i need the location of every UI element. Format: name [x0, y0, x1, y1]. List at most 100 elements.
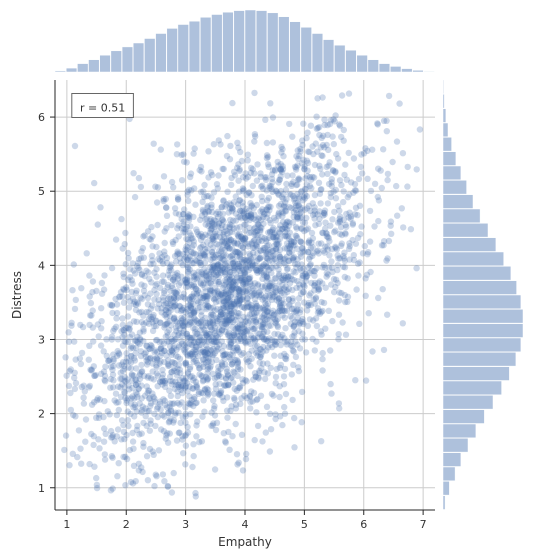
- scatter-point: [258, 263, 264, 269]
- scatter-point: [118, 216, 124, 222]
- scatter-point: [232, 265, 238, 271]
- scatter-point: [367, 208, 373, 214]
- scatter-point: [317, 166, 323, 172]
- scatter-point: [171, 470, 177, 476]
- scatter-point: [261, 211, 267, 217]
- scatter-point: [253, 319, 259, 325]
- scatter-point: [173, 290, 179, 296]
- scatter-point: [181, 226, 187, 232]
- scatter-point: [300, 245, 306, 251]
- scatter-point: [250, 183, 256, 189]
- scatter-point: [65, 329, 71, 335]
- scatter-point: [219, 363, 225, 369]
- scatter-point: [241, 238, 247, 244]
- scatter-point: [266, 294, 272, 300]
- scatter-point: [167, 274, 173, 280]
- scatter-point: [116, 460, 122, 466]
- scatter-point: [355, 272, 361, 278]
- scatter-point: [208, 204, 214, 210]
- scatter-point: [320, 350, 326, 356]
- scatter-point: [320, 212, 326, 218]
- scatter-point: [289, 134, 295, 140]
- scatter-point: [121, 436, 127, 442]
- scatter-point: [230, 319, 236, 325]
- scatter-point: [66, 462, 72, 468]
- scatter-point: [153, 291, 159, 297]
- scatter-point: [250, 377, 256, 383]
- scatter-point: [379, 242, 385, 248]
- scatter-point: [355, 261, 361, 267]
- scatter-point: [154, 199, 160, 205]
- scatter-point: [291, 444, 297, 450]
- scatter-point: [180, 450, 186, 456]
- scatter-point: [134, 339, 140, 345]
- scatter-point: [386, 238, 392, 244]
- scatter-point: [396, 100, 402, 106]
- scatter-point: [277, 383, 283, 389]
- scatter-point: [226, 290, 232, 296]
- scatter-point: [219, 242, 225, 248]
- scatter-point: [198, 281, 204, 287]
- scatter-point: [200, 208, 206, 214]
- scatter-point: [258, 393, 264, 399]
- scatter-point: [130, 295, 136, 301]
- scatter-point: [248, 212, 254, 218]
- scatter-point: [137, 295, 143, 301]
- scatter-point: [369, 348, 375, 354]
- scatter-point: [322, 243, 328, 249]
- scatter-point: [181, 377, 187, 383]
- scatter-point: [71, 338, 77, 344]
- hist-bar: [443, 80, 444, 94]
- scatter-point: [261, 245, 267, 251]
- hist-bar: [346, 50, 357, 72]
- scatter-point: [310, 151, 316, 157]
- scatter-point: [82, 439, 88, 445]
- scatter-point: [299, 389, 305, 395]
- hist-bar: [443, 453, 461, 467]
- scatter-point: [356, 321, 362, 327]
- scatter-point: [299, 160, 305, 166]
- scatter-point: [265, 344, 271, 350]
- scatter-point: [301, 194, 307, 200]
- scatter-point: [110, 485, 116, 491]
- scatter-point: [355, 235, 361, 241]
- scatter-point: [331, 141, 337, 147]
- scatter-point: [133, 382, 139, 388]
- scatter-point: [221, 352, 227, 358]
- scatter-point: [246, 251, 252, 257]
- scatter-point: [135, 265, 141, 271]
- scatter-point: [323, 230, 329, 236]
- scatter-point: [149, 319, 155, 325]
- scatter-point: [239, 432, 245, 438]
- scatter-point: [130, 438, 136, 444]
- scatter-point: [187, 174, 193, 180]
- scatter-point: [327, 223, 333, 229]
- scatter-point: [133, 302, 139, 308]
- scatter-point: [116, 351, 122, 357]
- scatter-point: [251, 90, 257, 96]
- scatter-point: [274, 366, 280, 372]
- scatter-point: [179, 177, 185, 183]
- scatter-point: [161, 348, 167, 354]
- scatter-point: [212, 278, 218, 284]
- scatter-point: [158, 426, 164, 432]
- scatter-point: [300, 281, 306, 287]
- scatter-point: [184, 333, 190, 339]
- scatter-point: [308, 302, 314, 308]
- scatter-point: [388, 231, 394, 237]
- scatter-point: [316, 221, 322, 227]
- scatter-point: [389, 159, 395, 165]
- scatter-point: [235, 338, 241, 344]
- scatter-point: [213, 269, 219, 275]
- scatter-point: [284, 341, 290, 347]
- hist-bar: [443, 438, 468, 452]
- scatter-point: [316, 180, 322, 186]
- scatter-point: [200, 397, 206, 403]
- scatter-point: [222, 261, 228, 267]
- scatter-point: [243, 356, 249, 362]
- scatter-point: [138, 362, 144, 368]
- scatter-point: [177, 420, 183, 426]
- scatter-point: [191, 453, 197, 459]
- scatter-point: [305, 249, 311, 255]
- scatter-point: [240, 467, 246, 473]
